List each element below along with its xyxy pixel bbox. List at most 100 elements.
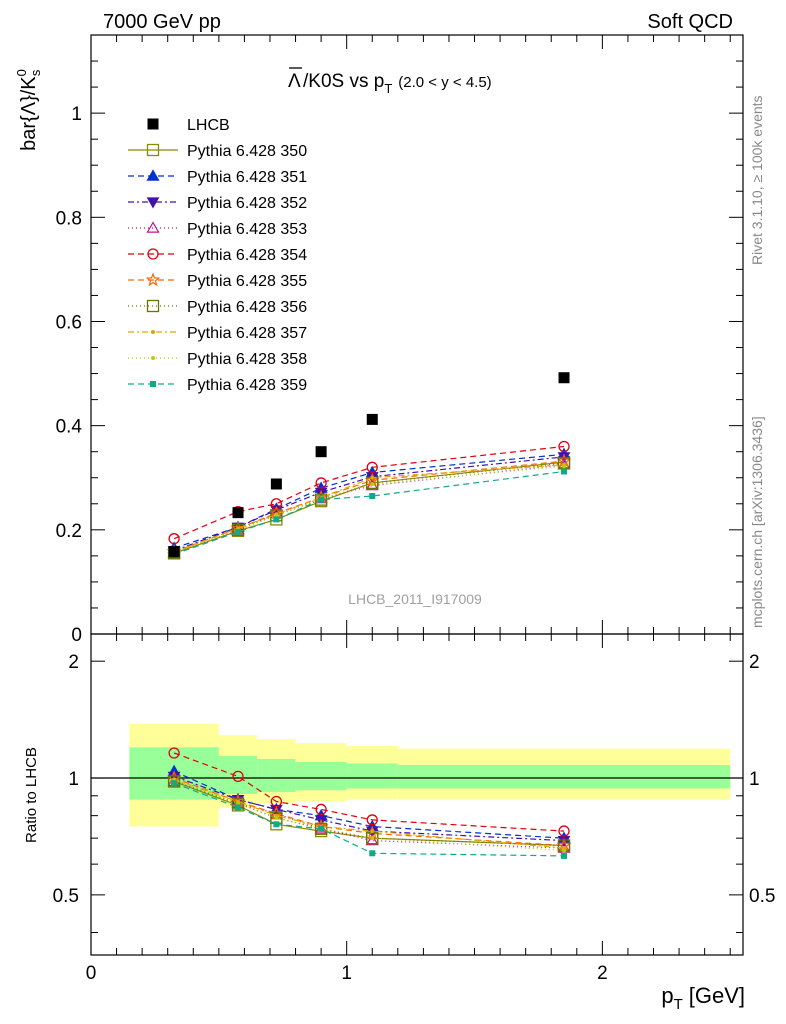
data-marker bbox=[366, 461, 378, 473]
series-line bbox=[173, 453, 565, 549]
ratio-y-tick-label: 1 bbox=[68, 769, 79, 790]
data-marker bbox=[562, 464, 567, 469]
data-marker bbox=[270, 478, 282, 490]
ratio-series-line bbox=[173, 780, 565, 847]
data-marker bbox=[146, 197, 160, 209]
data-marker bbox=[370, 829, 375, 834]
data-marker bbox=[235, 804, 242, 811]
data-marker bbox=[168, 546, 180, 558]
legend-item: Pythia 6.428 353 bbox=[128, 221, 307, 238]
series-lhcb bbox=[168, 372, 570, 558]
ratio-y-tick-label-right: 2 bbox=[749, 652, 760, 673]
ratio-y-tick-label: 0.5 bbox=[53, 886, 79, 907]
data-marker bbox=[151, 356, 155, 360]
title-bar-symbol: Λ bbox=[288, 71, 301, 92]
data-marker bbox=[146, 169, 160, 181]
data-marker bbox=[232, 770, 244, 783]
data-marker bbox=[370, 481, 375, 486]
ratio-y-tick-label-right: 1 bbox=[749, 769, 760, 790]
series-line bbox=[173, 464, 565, 553]
x-tick-label: 1 bbox=[341, 963, 352, 984]
data-marker bbox=[315, 803, 327, 816]
data-marker bbox=[146, 299, 160, 313]
data-marker bbox=[146, 143, 160, 157]
data-marker bbox=[365, 833, 379, 846]
legend-label: Pythia 6.428 354 bbox=[187, 247, 307, 264]
data-marker bbox=[561, 852, 568, 859]
y-tick-label: 0.6 bbox=[56, 312, 82, 333]
data-marker bbox=[315, 446, 327, 458]
data-marker bbox=[168, 533, 180, 545]
ratio-series-pythia-6-428-354 bbox=[168, 747, 570, 837]
uncertainty-band-inner bbox=[257, 758, 296, 793]
ratio-series-line bbox=[173, 770, 565, 839]
legend-item: Pythia 6.428 354 bbox=[128, 247, 307, 264]
main-ylabel: bar{Λ}/K0s bbox=[14, 69, 43, 151]
data-marker bbox=[370, 836, 375, 841]
uncertainty-band-inner bbox=[218, 755, 258, 794]
legend-item: LHCB bbox=[147, 117, 230, 134]
ratio-series-line bbox=[173, 779, 565, 849]
data-marker bbox=[232, 507, 244, 519]
mcplots-label: mcplots.cern.ch [arXiv:1306.3436] bbox=[749, 416, 765, 628]
uncertainty-band-inner bbox=[346, 763, 398, 789]
data-marker bbox=[318, 496, 325, 503]
series-line bbox=[173, 460, 565, 553]
ratio-panel: 0.5 0.5 1 1 2 2 0 1 2 bbox=[53, 633, 775, 984]
legend-label: Pythia 6.428 352 bbox=[187, 195, 307, 212]
data-marker bbox=[147, 248, 159, 260]
series-pythia-6-428-354 bbox=[168, 440, 570, 545]
ratio-series-pythia-6-428-358 bbox=[172, 777, 567, 853]
legend-label: Pythia 6.428 351 bbox=[187, 169, 307, 186]
legend-item: Pythia 6.428 357 bbox=[128, 325, 307, 342]
legend-label: Pythia 6.428 356 bbox=[187, 299, 307, 316]
rivet-label: Rivet 3.1.10, ≥ 100k events bbox=[749, 95, 765, 265]
title-text: /K0S vs pT (2.0 < y < 4.5) bbox=[303, 71, 492, 96]
data-marker bbox=[145, 272, 161, 287]
ratio-y-tick-label: 2 bbox=[68, 652, 79, 673]
data-marker bbox=[235, 528, 242, 535]
legend-item: Pythia 6.428 352 bbox=[128, 195, 307, 212]
ratio-y-tick-label-right: 0.5 bbox=[749, 886, 775, 907]
legend-item: Pythia 6.428 350 bbox=[128, 143, 307, 160]
legend: LHCB Pythia 6.428 350 Pythia 6.428 351 Pyth… bbox=[128, 117, 307, 394]
uncertainty-band-inner bbox=[397, 765, 731, 789]
ratio-series-line bbox=[173, 752, 565, 832]
data-marker bbox=[369, 850, 376, 857]
ratio-series-line bbox=[173, 782, 565, 857]
header-right: Soft QCD bbox=[647, 11, 733, 33]
legend-item: Pythia 6.428 359 bbox=[128, 377, 307, 394]
y-tick-label: 1 bbox=[71, 104, 82, 125]
uncertainty-band-inner bbox=[295, 761, 347, 791]
legend-label: Pythia 6.428 353 bbox=[187, 221, 307, 238]
series-line bbox=[173, 470, 565, 555]
legend-label: Pythia 6.428 358 bbox=[187, 351, 307, 368]
legend-item: Pythia 6.428 351 bbox=[128, 169, 307, 186]
data-marker bbox=[147, 118, 159, 130]
data-marker bbox=[370, 475, 375, 480]
chart-title: Λ /K0S vs pT (2.0 < y < 4.5) bbox=[288, 67, 492, 96]
analysis-watermark: LHCB_2011_I917009 bbox=[348, 591, 482, 607]
series-line bbox=[173, 445, 565, 540]
ratio-series-line bbox=[173, 777, 565, 847]
data-marker bbox=[171, 780, 178, 787]
data-marker bbox=[369, 492, 376, 499]
data-marker bbox=[366, 814, 378, 826]
legend-label: Pythia 6.428 359 bbox=[187, 377, 307, 394]
data-marker bbox=[146, 221, 160, 233]
series-line bbox=[173, 465, 565, 554]
data-marker bbox=[273, 821, 280, 828]
data-marker bbox=[273, 516, 280, 523]
main-panel: 0 0.2 0.4 0.6 0.8 1 bbox=[56, 34, 744, 646]
header-left: 7000 GeV pp bbox=[103, 11, 221, 33]
series-line bbox=[173, 461, 565, 554]
legend-item: Pythia 6.428 355 bbox=[128, 272, 307, 290]
legend-item: Pythia 6.428 358 bbox=[128, 351, 307, 368]
y-tick-label: 0.2 bbox=[56, 521, 82, 542]
legend-label: Pythia 6.428 357 bbox=[187, 325, 307, 342]
data-marker bbox=[318, 825, 325, 832]
data-marker bbox=[315, 477, 327, 489]
data-marker bbox=[150, 381, 156, 387]
data-marker bbox=[562, 848, 567, 853]
